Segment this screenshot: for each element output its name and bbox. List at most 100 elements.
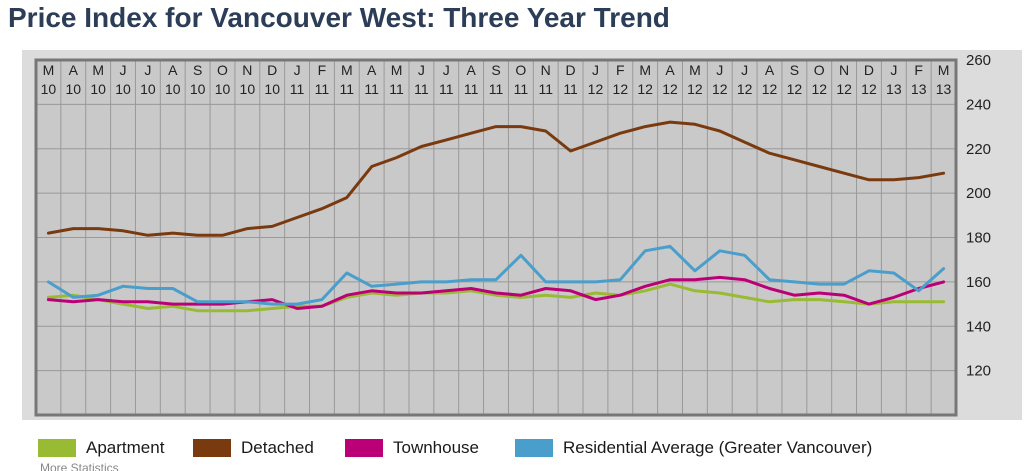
x-tick-month-label: M bbox=[938, 62, 950, 78]
x-tick-month-label: M bbox=[341, 62, 353, 78]
x-tick-year-label: 11 bbox=[514, 81, 529, 97]
x-tick-year-label: 10 bbox=[41, 81, 57, 97]
x-tick-year-label: 12 bbox=[861, 81, 877, 97]
x-tick-month-label: N bbox=[839, 62, 849, 78]
y-tick-label: 240 bbox=[966, 96, 991, 113]
x-tick-year-label: 11 bbox=[464, 81, 479, 97]
chart-area: M 10 A 10 M 10 J 10 J 10 A 10 S 10 O 10 N 10 D 10 J 11 F 11 M 11 A… bbox=[0, 40, 1024, 420]
x-tick-month-label: J bbox=[443, 62, 450, 78]
x-tick-year-label: 12 bbox=[737, 81, 753, 97]
x-tick-year-label: 10 bbox=[215, 81, 231, 97]
x-tick-year-label: 11 bbox=[364, 81, 379, 97]
legend-label-detached: Detached bbox=[241, 438, 314, 457]
x-tick-year-label: 11 bbox=[414, 81, 429, 97]
x-tick-month-label: M bbox=[43, 62, 55, 78]
x-tick-month-label: D bbox=[267, 62, 277, 78]
line-chart: M 10 A 10 M 10 J 10 J 10 A 10 S 10 O 10 N 10 D 10 J 11 F 11 M 11 A… bbox=[22, 50, 1022, 420]
x-tick-year-label: 12 bbox=[811, 81, 827, 97]
x-tick-month-label: A bbox=[69, 62, 79, 78]
x-tick-month-label: J bbox=[716, 62, 723, 78]
x-tick-month-label: O bbox=[814, 62, 825, 78]
series-line-apartment bbox=[46, 282, 946, 313]
x-tick-month-label: J bbox=[144, 62, 151, 78]
x-tick-month-label: A bbox=[168, 62, 178, 78]
x-tick-month-label: N bbox=[541, 62, 551, 78]
x-tick-year-label: 10 bbox=[115, 81, 131, 97]
x-tick-year-label: 11 bbox=[340, 81, 355, 97]
x-tick-month-label: J bbox=[592, 62, 599, 78]
x-tick-year-label: 10 bbox=[190, 81, 206, 97]
series-line-townhouse bbox=[46, 275, 946, 310]
x-tick-month-label: A bbox=[765, 62, 775, 78]
x-tick-month-label: M bbox=[391, 62, 403, 78]
y-tick-label: 180 bbox=[966, 230, 991, 247]
x-tick-year-label: 11 bbox=[290, 81, 305, 97]
x-tick-year-label: 12 bbox=[762, 81, 778, 97]
x-tick-month-label: A bbox=[466, 62, 476, 78]
x-tick-year-label: 10 bbox=[90, 81, 106, 97]
x-tick-year-label: 11 bbox=[489, 81, 504, 97]
footer-link-fragment[interactable]: More Statistics bbox=[40, 462, 119, 471]
series-line-detached bbox=[46, 120, 946, 237]
x-tick-year-label: 12 bbox=[662, 81, 678, 97]
y-tick-label: 160 bbox=[966, 274, 991, 291]
legend-swatch-apartment bbox=[38, 439, 76, 457]
x-tick-year-label: 13 bbox=[936, 81, 952, 97]
x-tick-year-label: 10 bbox=[66, 81, 82, 97]
x-tick-month-label: M bbox=[689, 62, 701, 78]
x-tick-year-label: 11 bbox=[315, 81, 330, 97]
legend-swatch-residential-average bbox=[515, 439, 553, 457]
legend: Apartment Detached Townhouse Residential… bbox=[38, 436, 1018, 460]
x-tick-year-label: 11 bbox=[389, 81, 404, 97]
y-tick-label: 140 bbox=[966, 318, 991, 335]
y-tick-label: 120 bbox=[966, 363, 991, 380]
x-tick-month-label: M bbox=[92, 62, 104, 78]
x-tick-month-label: O bbox=[217, 62, 228, 78]
x-tick-month-label: A bbox=[665, 62, 675, 78]
x-tick-month-label: S bbox=[491, 62, 500, 78]
x-tick-month-label: S bbox=[790, 62, 799, 78]
x-tick-month-label: N bbox=[242, 62, 252, 78]
x-tick-year-label: 13 bbox=[911, 81, 927, 97]
legend-label-apartment: Apartment bbox=[86, 438, 165, 457]
y-tick-label: 260 bbox=[966, 52, 991, 69]
x-tick-month-label: F bbox=[914, 62, 923, 78]
x-tick-year-label: 11 bbox=[538, 81, 553, 97]
y-tick-label: 200 bbox=[966, 185, 991, 202]
x-tick-year-label: 13 bbox=[886, 81, 902, 97]
x-tick-year-label: 10 bbox=[240, 81, 256, 97]
x-tick-month-label: J bbox=[741, 62, 748, 78]
x-tick-month-label: D bbox=[566, 62, 576, 78]
plot-frame bbox=[34, 58, 958, 417]
x-tick-year-label: 11 bbox=[439, 81, 454, 97]
legend-swatch-townhouse bbox=[345, 439, 383, 457]
legend-label-townhouse: Townhouse bbox=[393, 438, 480, 457]
y-tick-label: 220 bbox=[966, 141, 991, 158]
x-tick-year-label: 12 bbox=[613, 81, 629, 97]
x-tick-year-label: 12 bbox=[787, 81, 803, 97]
x-tick-year-label: 12 bbox=[712, 81, 728, 97]
x-tick-year-label: 10 bbox=[264, 81, 280, 97]
x-tick-year-label: 12 bbox=[687, 81, 703, 97]
chart-title: Price Index for Vancouver West: Three Ye… bbox=[8, 2, 670, 33]
x-tick-month-label: A bbox=[367, 62, 377, 78]
x-tick-month-label: D bbox=[864, 62, 874, 78]
x-tick-year-label: 12 bbox=[588, 81, 604, 97]
x-tick-month-label: F bbox=[318, 62, 327, 78]
x-tick-month-label: J bbox=[418, 62, 425, 78]
series-line-residential-average-greater-vancouver bbox=[46, 244, 946, 306]
x-tick-year-label: 11 bbox=[563, 81, 578, 97]
x-tick-year-label: 12 bbox=[637, 81, 653, 97]
x-tick-month-label: J bbox=[890, 62, 897, 78]
x-tick-year-label: 10 bbox=[140, 81, 156, 97]
x-tick-month-label: S bbox=[193, 62, 202, 78]
x-tick-month-label: J bbox=[120, 62, 127, 78]
legend-swatch-detached bbox=[193, 439, 231, 457]
x-tick-month-label: M bbox=[639, 62, 651, 78]
x-tick-year-label: 12 bbox=[836, 81, 852, 97]
x-tick-month-label: O bbox=[515, 62, 526, 78]
x-tick-month-label: J bbox=[294, 62, 301, 78]
x-tick-month-label: F bbox=[616, 62, 625, 78]
x-tick-year-label: 10 bbox=[165, 81, 181, 97]
legend-label-residential-average: Residential Average (Greater Vancouver) bbox=[563, 438, 873, 457]
